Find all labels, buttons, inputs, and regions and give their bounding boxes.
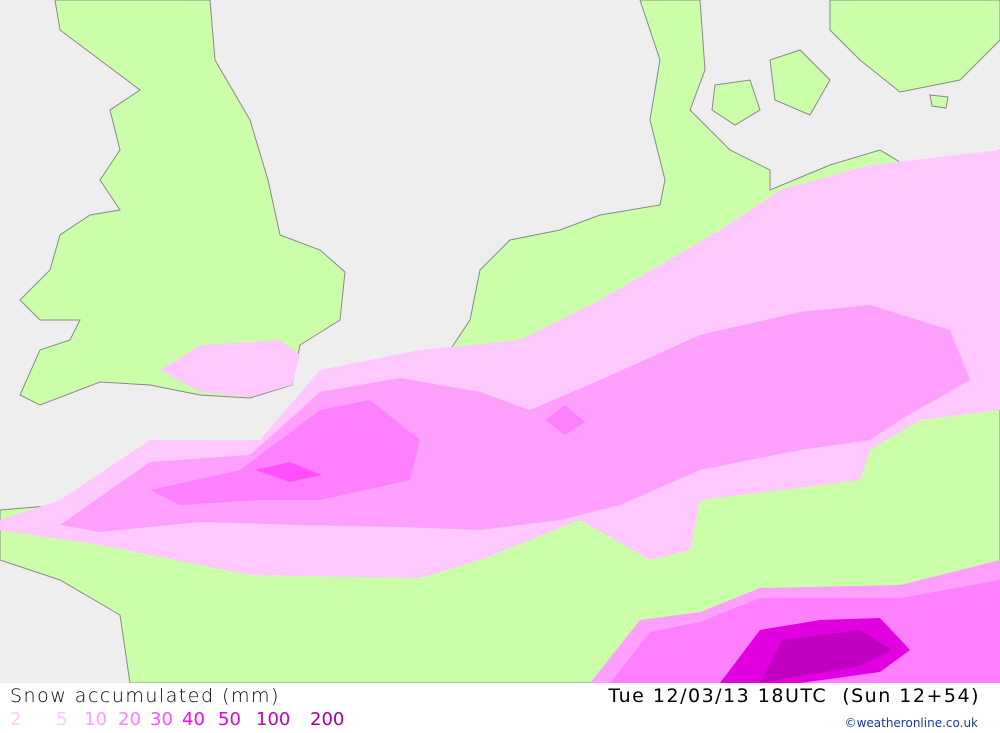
legend-label: 40 xyxy=(182,709,205,730)
danish-island xyxy=(711,79,761,126)
great-britain xyxy=(19,0,346,406)
legend-label: 30 xyxy=(150,709,173,730)
legend-label: 5 xyxy=(56,709,68,730)
danish-island xyxy=(769,49,831,116)
danish-island xyxy=(929,94,949,109)
legend-label: 50 xyxy=(218,709,241,730)
copyright-link[interactable]: ©weatheronline.co.uk xyxy=(844,716,978,730)
legend-label: 10 xyxy=(84,709,107,730)
snow-field xyxy=(0,150,1000,683)
snow-map xyxy=(0,0,1000,683)
legend-label: 20 xyxy=(118,709,141,730)
sweden xyxy=(829,0,1000,93)
map-title: Snow accumulated (mm) xyxy=(10,685,280,707)
legend-label: 200 xyxy=(310,709,345,730)
color-legend: 2 5 10 20 30 40 50 100 200 xyxy=(10,709,350,730)
valid-time: Tue 12/03/13 18UTC (Sun 12+54) xyxy=(608,685,980,707)
legend-label: 2 xyxy=(10,709,22,730)
legend-label: 100 xyxy=(256,709,291,730)
map-footer: Snow accumulated (mm) Tue 12/03/13 18UTC… xyxy=(0,683,1000,733)
